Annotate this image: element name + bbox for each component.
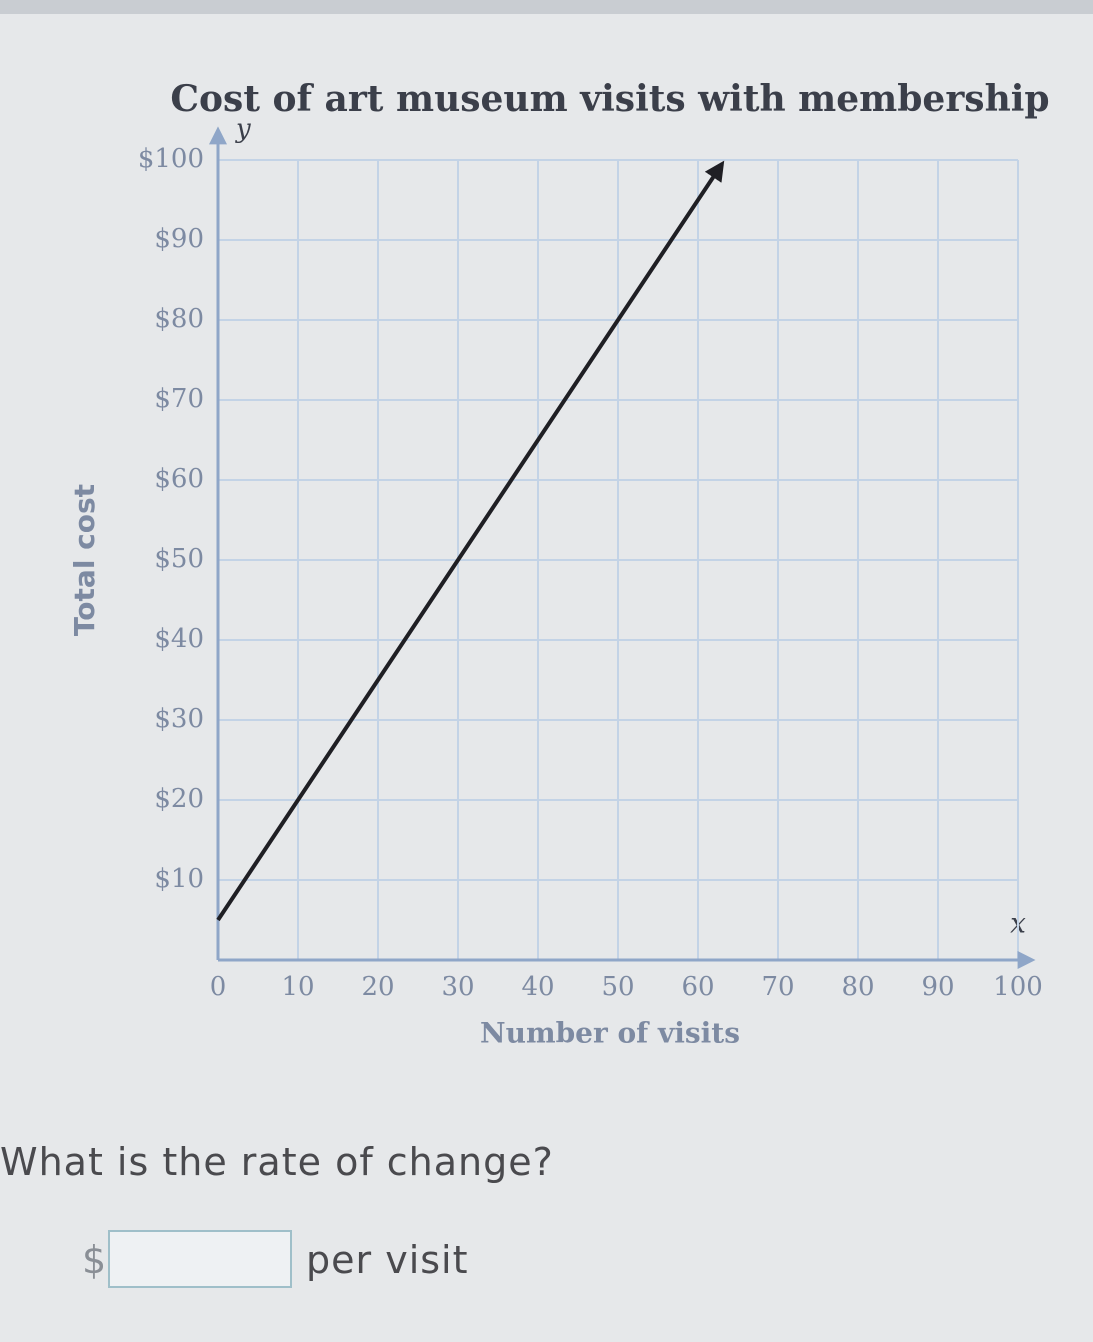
x-tick-label: 80 — [841, 972, 874, 1002]
y-tick-label: $80 — [154, 304, 204, 334]
answer-prefix: $ — [82, 1238, 108, 1282]
top-bar — [0, 0, 1093, 14]
y-tick-label: $60 — [154, 464, 204, 494]
y-axis-title: Total cost — [68, 484, 101, 636]
x-tick-label: 40 — [521, 972, 554, 1002]
chart-title: Cost of art museum visits with membershi… — [170, 78, 1049, 120]
x-tick-label: 70 — [761, 972, 794, 1002]
y-tick-label: $20 — [154, 784, 204, 814]
data-line — [216, 160, 725, 922]
y-tick-label: $10 — [154, 864, 204, 894]
x-axis-title: Number of visits — [480, 1017, 740, 1050]
x-tick-label: 60 — [681, 972, 714, 1002]
y-tick-label: $70 — [154, 384, 204, 414]
y-tick-label: $40 — [154, 624, 204, 654]
y-tick-label: $100 — [138, 144, 204, 174]
y-axis-letter: y — [235, 114, 251, 144]
question: What is the rate of change? — [0, 1140, 554, 1184]
answer-suffix: per visit — [306, 1238, 469, 1282]
y-tick-label: $50 — [154, 544, 204, 574]
x-tick-label: 10 — [281, 972, 314, 1002]
x-tick-label: 50 — [601, 972, 634, 1002]
x-tick-label: 20 — [361, 972, 394, 1002]
x-tick-label: 30 — [441, 972, 474, 1002]
x-tick-label: 0 — [210, 972, 227, 1002]
x-tick-label: 90 — [921, 972, 954, 1002]
y-tick-label: $30 — [154, 704, 204, 734]
y-tick-label: $90 — [154, 224, 204, 254]
answer-input[interactable] — [108, 1230, 292, 1288]
plot: 0 10 20 30 40 50 60 70 80 90 100 $10 $20 $30 $40 $50 $60… — [138, 126, 1043, 1002]
x-tick-label: 100 — [993, 972, 1043, 1002]
